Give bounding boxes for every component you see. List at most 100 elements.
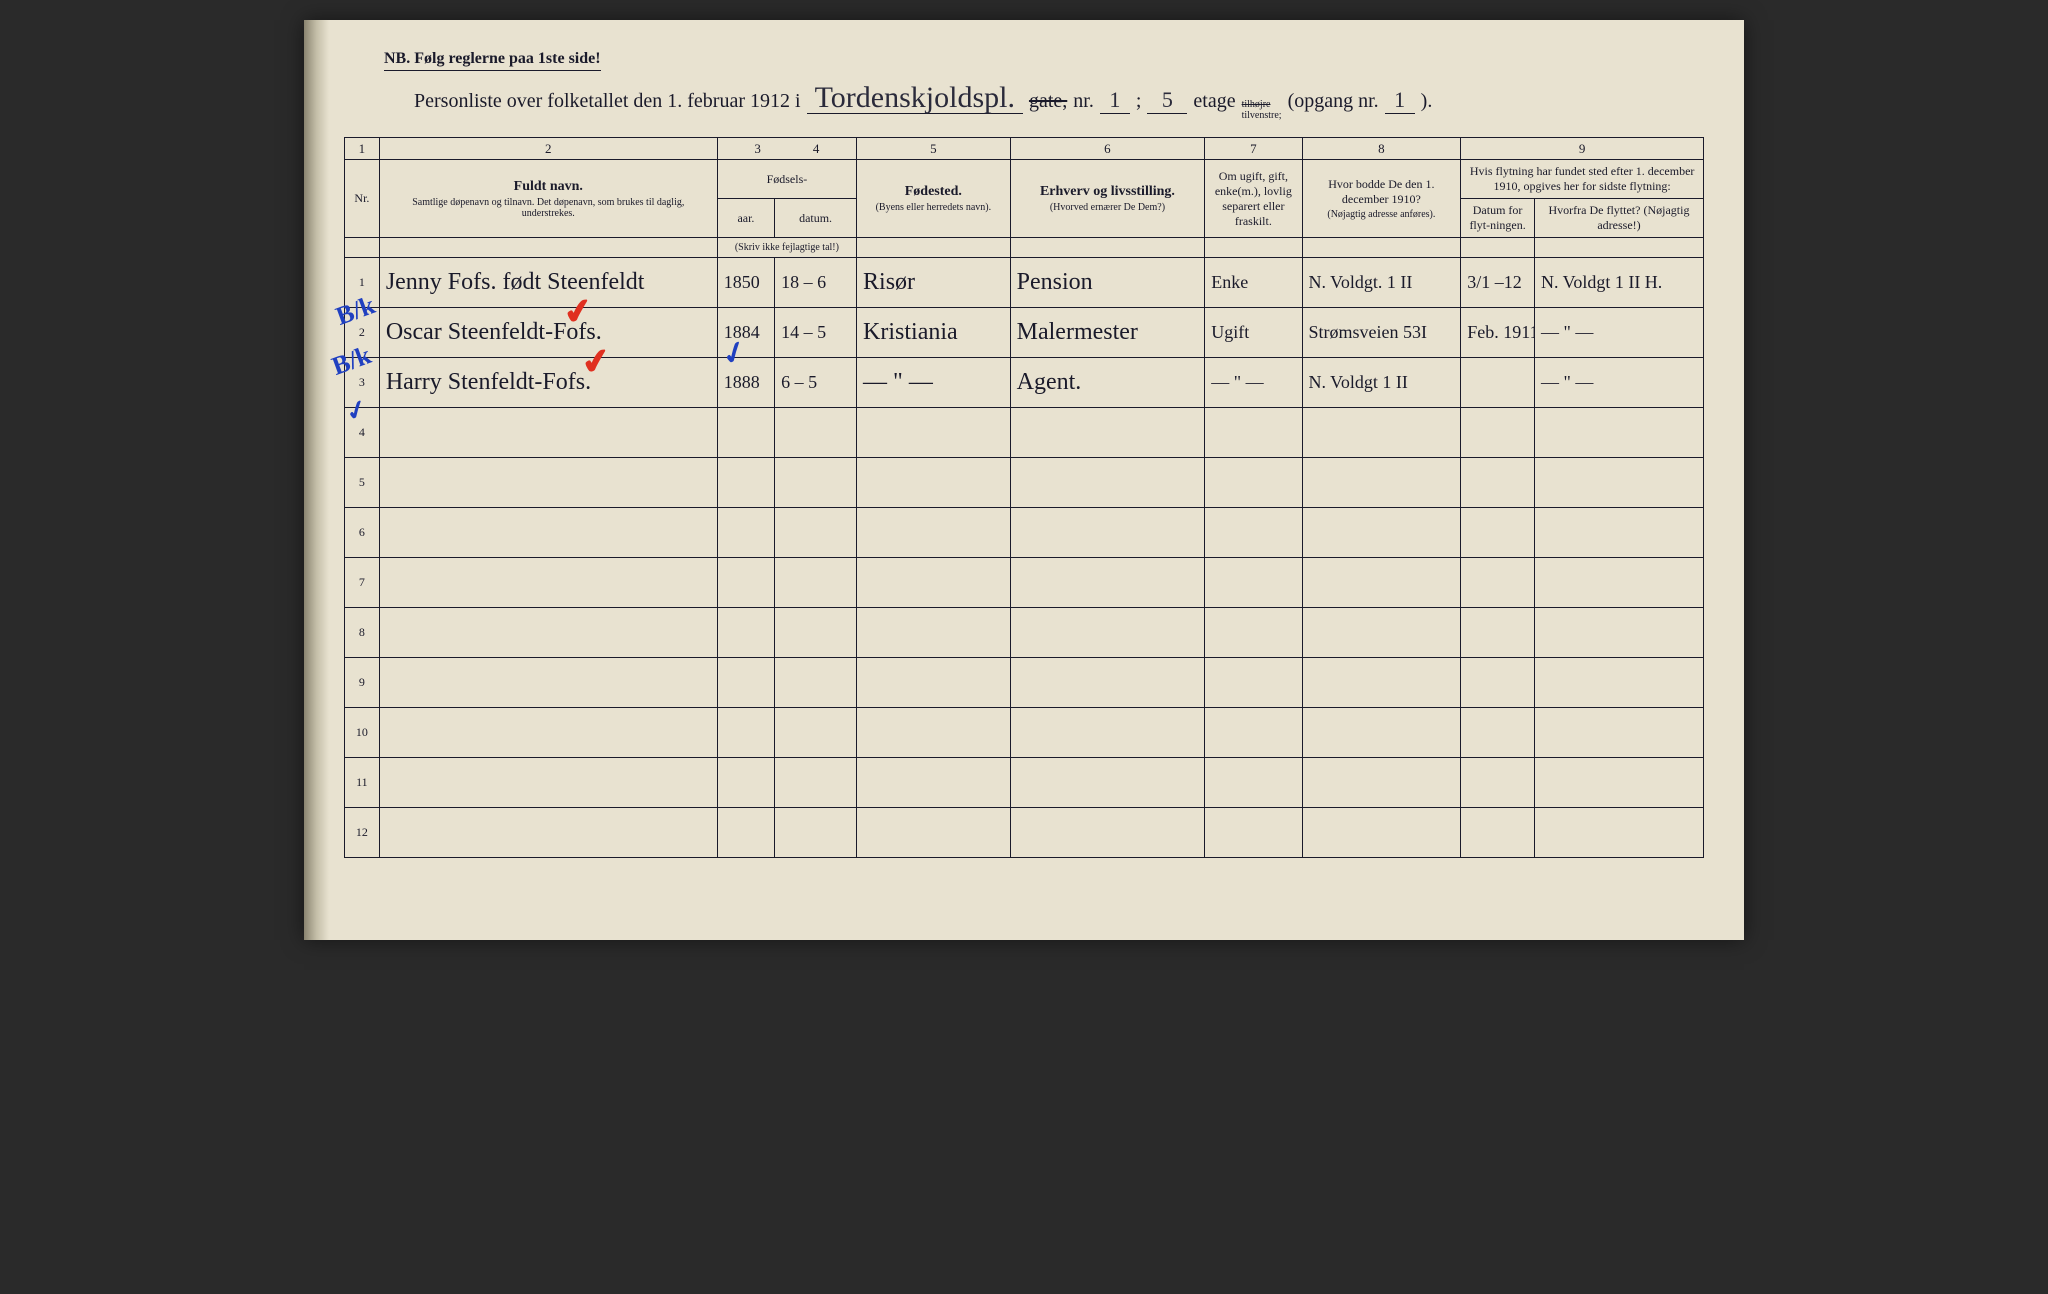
move-from-cell — [1534, 508, 1703, 558]
nr-label: nr. — [1073, 90, 1094, 113]
name-cell — [379, 758, 717, 808]
birthplace-cell — [857, 658, 1011, 708]
move-from-cell — [1534, 458, 1703, 508]
occupation-cell — [1010, 708, 1205, 758]
move-from-cell: — " — — [1534, 358, 1703, 408]
head-movefrom: Hvorfra De flyttet? (Nøjagtig adresse!) — [1534, 199, 1703, 238]
move-date-cell — [1461, 408, 1535, 458]
table-row: 9 — [345, 658, 1704, 708]
colnum-9: 9 — [1461, 138, 1704, 160]
tilhojre-label: tilhøjre — [1242, 99, 1282, 110]
name-cell: Oscar Steenfeldt-Fofs. — [379, 308, 717, 358]
move-date-cell — [1461, 608, 1535, 658]
move-from-cell — [1534, 708, 1703, 758]
birthplace-cell: Risør — [857, 258, 1011, 308]
occupation-cell: Agent. — [1010, 358, 1205, 408]
marital-cell — [1205, 458, 1302, 508]
address-1910-cell — [1302, 408, 1461, 458]
occupation-cell: Malermester — [1010, 308, 1205, 358]
year-cell — [717, 708, 774, 758]
name-cell: Harry Stenfeldt-Fofs. — [379, 358, 717, 408]
head-fodested: Fødested. (Byens eller herredets navn). — [857, 160, 1011, 238]
occupation-cell — [1010, 658, 1205, 708]
occupation-cell — [1010, 458, 1205, 508]
marital-cell — [1205, 708, 1302, 758]
address-1910-cell — [1302, 658, 1461, 708]
tilvenstre-label: tilvenstre; — [1242, 110, 1282, 121]
colnum-8: 8 — [1302, 138, 1461, 160]
floor-number: 5 — [1147, 87, 1187, 114]
house-number: 1 — [1100, 87, 1130, 114]
birthplace-cell: Kristiania — [857, 308, 1011, 358]
address-1910-cell — [1302, 808, 1461, 858]
semicolon: ; — [1136, 90, 1142, 113]
year-cell — [717, 558, 774, 608]
column-number-row: 1 2 3 4 5 6 7 8 9 — [345, 138, 1704, 160]
head-nr: Nr. — [345, 160, 380, 238]
name-cell — [379, 608, 717, 658]
row-number: 8 — [345, 608, 380, 658]
row-number: 11 — [345, 758, 380, 808]
colnum-1: 1 — [345, 138, 380, 160]
head-erhverv: Erhverv og livsstilling. (Hvorved ernære… — [1010, 160, 1205, 238]
date-cell — [775, 758, 857, 808]
table-row: 7 — [345, 558, 1704, 608]
header-row-1: Nr. Fuldt navn. Samtlige døpenavn og til… — [345, 160, 1704, 199]
occupation-cell — [1010, 808, 1205, 858]
address-1910-cell — [1302, 558, 1461, 608]
street-name: Tordenskjoldspl. — [807, 83, 1023, 114]
row-number: 5 — [345, 458, 380, 508]
title-prefix: Personliste over folketallet den 1. febr… — [414, 90, 801, 113]
head-aar-sub: (Skriv ikke fejlagtige tal!) — [717, 238, 856, 258]
marital-cell: Enke — [1205, 258, 1302, 308]
move-from-cell — [1534, 758, 1703, 808]
nb-instruction: NB. Følg reglerne paa 1ste side! — [384, 50, 601, 71]
table-row: 8 — [345, 608, 1704, 658]
opgang-label: (opgang nr. — [1288, 90, 1379, 113]
date-cell: 18 – 6 — [775, 258, 857, 308]
date-cell — [775, 458, 857, 508]
birthplace-cell — [857, 808, 1011, 858]
move-from-cell — [1534, 558, 1703, 608]
move-from-cell — [1534, 808, 1703, 858]
year-cell — [717, 808, 774, 858]
date-cell — [775, 708, 857, 758]
row-number: 9 — [345, 658, 380, 708]
occupation-cell — [1010, 408, 1205, 458]
year-cell — [717, 458, 774, 508]
census-page: NB. Følg reglerne paa 1ste side! Personl… — [304, 20, 1744, 940]
colnum-6: 6 — [1010, 138, 1205, 160]
marital-cell: Ugift — [1205, 308, 1302, 358]
name-cell — [379, 558, 717, 608]
year-cell — [717, 608, 774, 658]
page-title-line: Personliste over folketallet den 1. febr… — [414, 83, 1704, 121]
occupation-cell — [1010, 558, 1205, 608]
name-cell — [379, 408, 717, 458]
move-date-cell — [1461, 558, 1535, 608]
opgang-close: ). — [1421, 90, 1433, 113]
address-1910-cell — [1302, 758, 1461, 808]
table-row: 2Oscar Steenfeldt-Fofs.188414 – 5Kristia… — [345, 308, 1704, 358]
table-row: 3Harry Stenfeldt-Fofs.18886 – 5— " —Agen… — [345, 358, 1704, 408]
address-1910-cell — [1302, 458, 1461, 508]
header-row-3: (Skriv ikke fejlagtige tal!) — [345, 238, 1704, 258]
move-from-cell: — " — — [1534, 308, 1703, 358]
move-date-cell — [1461, 708, 1535, 758]
birthplace-cell — [857, 458, 1011, 508]
birthplace-cell — [857, 608, 1011, 658]
birthplace-cell: — " — — [857, 358, 1011, 408]
occupation-cell — [1010, 508, 1205, 558]
address-1910-cell — [1302, 708, 1461, 758]
table-body: 1Jenny Fofs. født Steenfeldt185018 – 6Ri… — [345, 258, 1704, 858]
move-date-cell — [1461, 358, 1535, 408]
table-row: 11 — [345, 758, 1704, 808]
move-from-cell — [1534, 608, 1703, 658]
marital-cell — [1205, 408, 1302, 458]
marital-cell — [1205, 758, 1302, 808]
colnum-2: 2 — [379, 138, 717, 160]
year-cell — [717, 508, 774, 558]
head-datum: datum. — [775, 199, 857, 238]
marital-cell — [1205, 508, 1302, 558]
address-1910-cell: N. Voldgt. 1 II — [1302, 258, 1461, 308]
table-row: 6 — [345, 508, 1704, 558]
